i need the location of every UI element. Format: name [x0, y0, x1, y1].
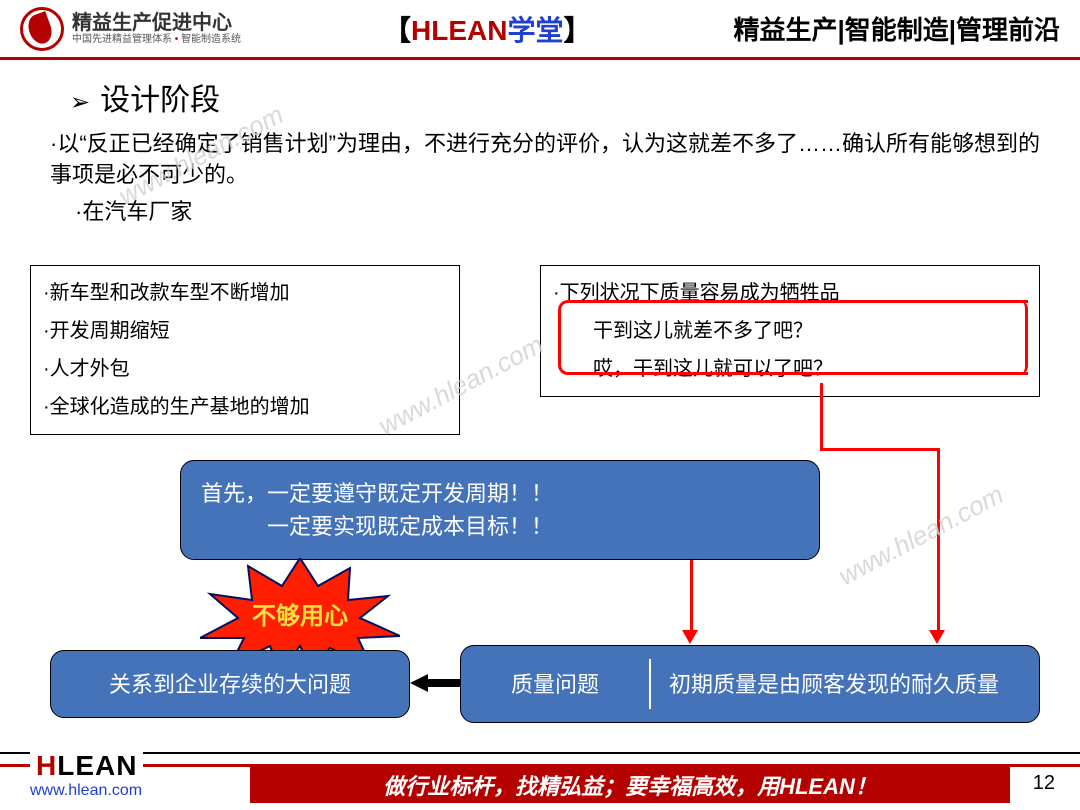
watermark: www.hlean.com: [833, 479, 1008, 592]
right-box: ·下列状况下质量容易成为牺牲品 干到这儿就差不多了吧？ 哎，干到这儿就可以了吧？: [540, 265, 1040, 397]
right-item: 哎，干到这儿就可以了吧？: [553, 350, 1027, 388]
header-center: 【HLEAN学堂】: [241, 9, 733, 49]
footer-url[interactable]: www.hlean.com: [30, 782, 142, 800]
blue2-text: 关系到企业存续的大问题: [109, 668, 351, 701]
arrow-left-icon: [410, 674, 460, 692]
starburst-label: 不够用心: [252, 596, 348, 631]
paragraph-2: ·在汽车厂家: [75, 197, 1040, 228]
red-connector: [820, 383, 823, 450]
logo-icon: [20, 7, 64, 51]
header: 精益生产促进中心 中国先进精益管理体系 • 智能制造系统 【HLEAN学堂】 精…: [0, 0, 1080, 60]
left-item: ·全球化造成的生产基地的增加: [43, 388, 447, 426]
divider: [649, 659, 651, 709]
blue3-col2: 初期质量是由顾客发现的耐久质量: [669, 668, 1019, 701]
blue1-line1: 首先，一定要遵守既定开发周期！！: [201, 477, 553, 510]
footer-divider: [0, 752, 1080, 754]
content: 设计阶段 ·以“反正已经确定了销售计划”为理由，不进行充分的评价，认为这就差不多…: [0, 70, 1080, 750]
section-title: 设计阶段: [70, 75, 1080, 119]
header-right: 精益生产|智能制造|管理前沿: [733, 10, 1060, 47]
logo-sub: 中国先进精益管理体系 • 智能制造系统: [72, 34, 241, 45]
right-title: ·下列状况下质量容易成为牺牲品: [553, 274, 1027, 312]
arrowhead-down-icon: [682, 630, 698, 644]
left-item: ·人才外包: [43, 350, 447, 388]
red-connector: [690, 560, 693, 632]
left-item: ·新车型和改款车型不断增加: [43, 274, 447, 312]
logo-main: 精益生产促进中心: [72, 12, 241, 34]
right-item: 干到这儿就差不多了吧？: [553, 312, 1027, 350]
blue-box-quality: 质量问题 初期质量是由顾客发现的耐久质量: [460, 645, 1040, 723]
blue-box-rules: 首先，一定要遵守既定开发周期！！ 一定要实现既定成本目标！！: [180, 460, 820, 560]
logo-text: 精益生产促进中心 中国先进精益管理体系 • 智能制造系统: [72, 12, 241, 45]
left-item: ·开发周期缩短: [43, 312, 447, 350]
red-connector: [820, 448, 940, 451]
red-connector: [937, 448, 940, 632]
paragraph-1: ·以“反正已经确定了销售计划”为理由，不进行充分的评价，认为这就差不多了……确认…: [50, 129, 1040, 191]
footer: HLEAN www.hlean.com 做行业标杆，找精弘益；要幸福高效，用HL…: [0, 752, 1080, 810]
left-box: ·新车型和改款车型不断增加 ·开发周期缩短 ·人才外包 ·全球化造成的生产基地的…: [30, 265, 460, 435]
page-number: 12: [1033, 772, 1055, 795]
footer-logo: HLEAN: [30, 750, 143, 782]
footer-banner: 做行业标杆，找精弘益；要幸福高效，用HLEAN！: [250, 767, 1010, 803]
arrowhead-down-icon: [929, 630, 945, 644]
blue-box-problem: 关系到企业存续的大问题: [50, 650, 410, 718]
blue3-col1: 质量问题: [481, 668, 631, 701]
blue1-line2: 一定要实现既定成本目标！！: [201, 510, 553, 543]
